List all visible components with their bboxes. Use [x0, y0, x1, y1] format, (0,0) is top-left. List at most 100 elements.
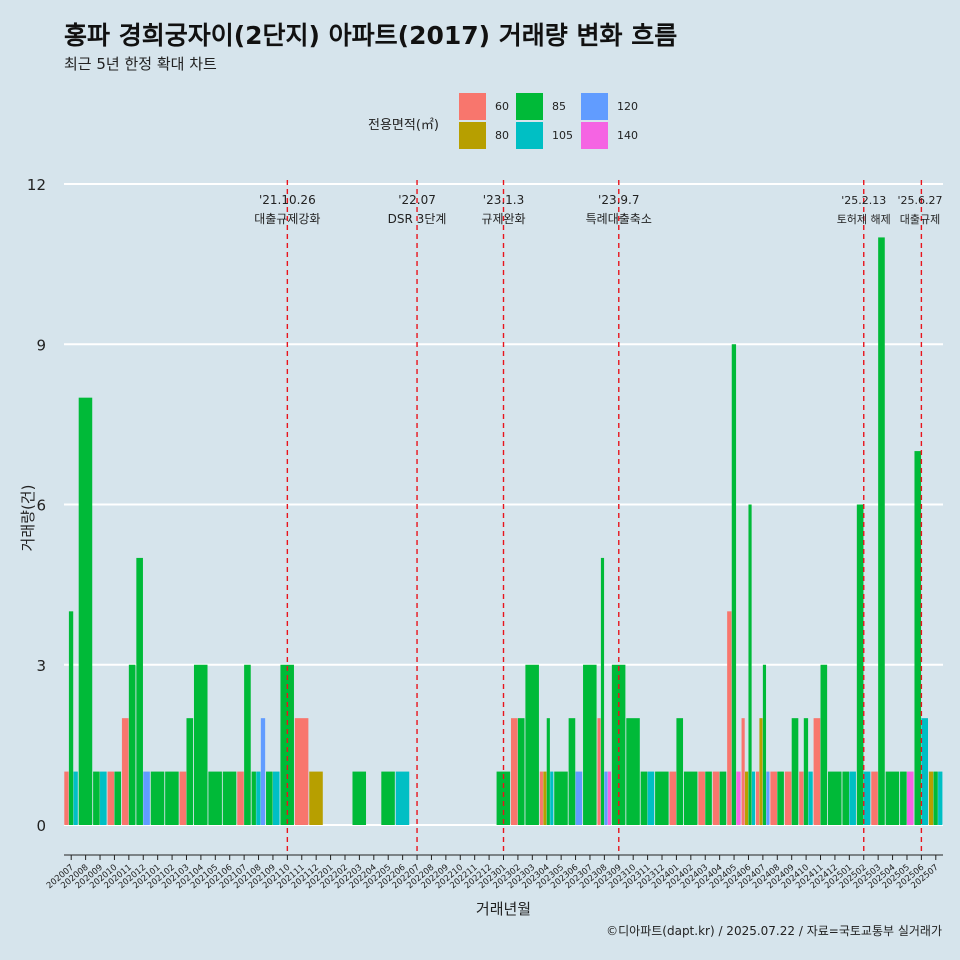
- bar-202403-60: [698, 771, 705, 825]
- bar-202507-105: [938, 771, 943, 825]
- bar-202411-60: [813, 718, 821, 825]
- bar-202109-85: [266, 771, 273, 825]
- y-tick-label-3: 3: [36, 657, 46, 675]
- bar-202505-140: [906, 771, 914, 825]
- bar-202308-120: [604, 771, 608, 825]
- bar-202410-85: [803, 718, 809, 825]
- bar-202403-85: [705, 771, 712, 825]
- bar-202407-85: [762, 664, 767, 825]
- legend-label-120: 120: [617, 100, 638, 113]
- bar-202506-105: [921, 718, 929, 825]
- bar-202010-85: [114, 771, 122, 825]
- bar-202308-140: [607, 771, 611, 825]
- bar-202304-105: [550, 771, 554, 825]
- bar-202411-85: [820, 664, 828, 825]
- bar-202507-85: [933, 771, 938, 825]
- bar-202306-85: [568, 718, 576, 825]
- axis-layer: [64, 854, 943, 860]
- bar-202501-105: [849, 771, 856, 825]
- bar-202110-85: [280, 664, 294, 825]
- event-date-202207: '22.07: [398, 193, 436, 207]
- bar-202106-85: [222, 771, 237, 825]
- bar-202408-85: [777, 771, 784, 825]
- source-caption: ©디아파트(dapt.kr) / 2025.07.22 / 자료=국토교통부 실…: [606, 924, 942, 938]
- legend-swatch-60: [459, 93, 486, 120]
- y-tick-label-12: 12: [27, 176, 46, 194]
- bar-202103-60: [179, 771, 187, 825]
- event-label-202506: 대출규제: [900, 213, 940, 226]
- bar-202009-85: [93, 771, 100, 825]
- bar-202307-85: [583, 664, 597, 825]
- bar-202108-85: [251, 771, 256, 825]
- bar-202107-85: [244, 664, 251, 825]
- bar-202404-60: [712, 771, 720, 825]
- bar-202205-85: [381, 771, 395, 825]
- event-label-202309: 특례대출축소: [586, 212, 652, 226]
- bar-202012-120: [143, 771, 150, 825]
- bar-202407-120: [766, 771, 770, 825]
- bar-202111-60: [294, 718, 309, 825]
- y-tick-label-0: 0: [36, 817, 46, 835]
- bar-202410-105: [808, 771, 813, 825]
- bar-202407-80: [759, 718, 763, 825]
- chart-subtitle: 최근 5년 한정 확대 차트: [64, 55, 217, 73]
- bar-202503-85: [878, 237, 885, 825]
- event-label-202502: 토허제 해제: [837, 212, 891, 226]
- bar-202407-60: [755, 771, 760, 825]
- bar-202012-85: [136, 557, 143, 825]
- bar-202412-85: [828, 771, 842, 825]
- bar-202409-60: [784, 771, 792, 825]
- event-date-202506: '25.6.27: [897, 194, 942, 207]
- bar-202311-85: [640, 771, 648, 825]
- bar-202505-85: [900, 771, 907, 825]
- bar-202108-105: [256, 771, 261, 825]
- bar-202101-85: [150, 771, 165, 825]
- event-label-202207: DSR 3단계: [388, 212, 447, 226]
- bar-202007-85: [68, 611, 74, 825]
- bar-202309-85: [611, 664, 626, 825]
- bar-202010-60: [107, 771, 115, 825]
- bar-202304-85: [546, 718, 550, 825]
- bar-202311-105: [647, 771, 655, 825]
- legend-swatch-140: [581, 122, 608, 149]
- y-tick-label-6: 6: [36, 497, 46, 515]
- bar-202108-120: [260, 718, 266, 825]
- bar-202409-85: [791, 718, 799, 825]
- event-date-202110: '21.10.26: [259, 193, 316, 207]
- bar-202401-85: [676, 718, 684, 825]
- bar-202308-85: [600, 557, 605, 825]
- bar-202104-85: [193, 664, 208, 825]
- bar-202103-85: [186, 718, 194, 825]
- bar-202105-85: [208, 771, 222, 825]
- bar-202007-60: [64, 771, 69, 825]
- bar-202406-80: [745, 771, 749, 825]
- event-date-202502: '25.2.13: [841, 194, 886, 207]
- bar-202303-85: [525, 664, 539, 825]
- event-label-202301: 규제완화: [481, 212, 525, 226]
- y-axis-title: 거래량(건): [19, 485, 37, 552]
- bar-202308-60: [597, 718, 601, 825]
- legend-label-85: 85: [552, 100, 566, 113]
- bar-202306-120: [575, 771, 583, 825]
- bar-202009-105: [100, 771, 107, 825]
- bar-202206-105: [395, 771, 410, 825]
- x-axis-title: 거래년월: [476, 900, 531, 918]
- bar-202406-60: [741, 718, 745, 825]
- legend-swatch-80: [459, 122, 486, 149]
- bar-202008-85: [78, 397, 93, 825]
- bar-202301-85: [496, 771, 511, 825]
- event-label-202110: 대출규제강화: [254, 212, 320, 226]
- bar-202109-105: [272, 771, 280, 825]
- legend-label-140: 140: [617, 129, 638, 142]
- event-date-202301: '23.1.3: [483, 193, 524, 207]
- bar-202007-105: [73, 771, 78, 825]
- bar-202402-85: [683, 771, 698, 825]
- bar-202310-85: [626, 718, 640, 825]
- legend-swatch-105: [516, 122, 543, 149]
- legend-label-60: 60: [495, 100, 509, 113]
- bar-202112-80: [309, 771, 323, 825]
- legend-swatch-120: [581, 93, 608, 120]
- bar-layer: [64, 237, 943, 825]
- bar-202406-105: [751, 771, 756, 825]
